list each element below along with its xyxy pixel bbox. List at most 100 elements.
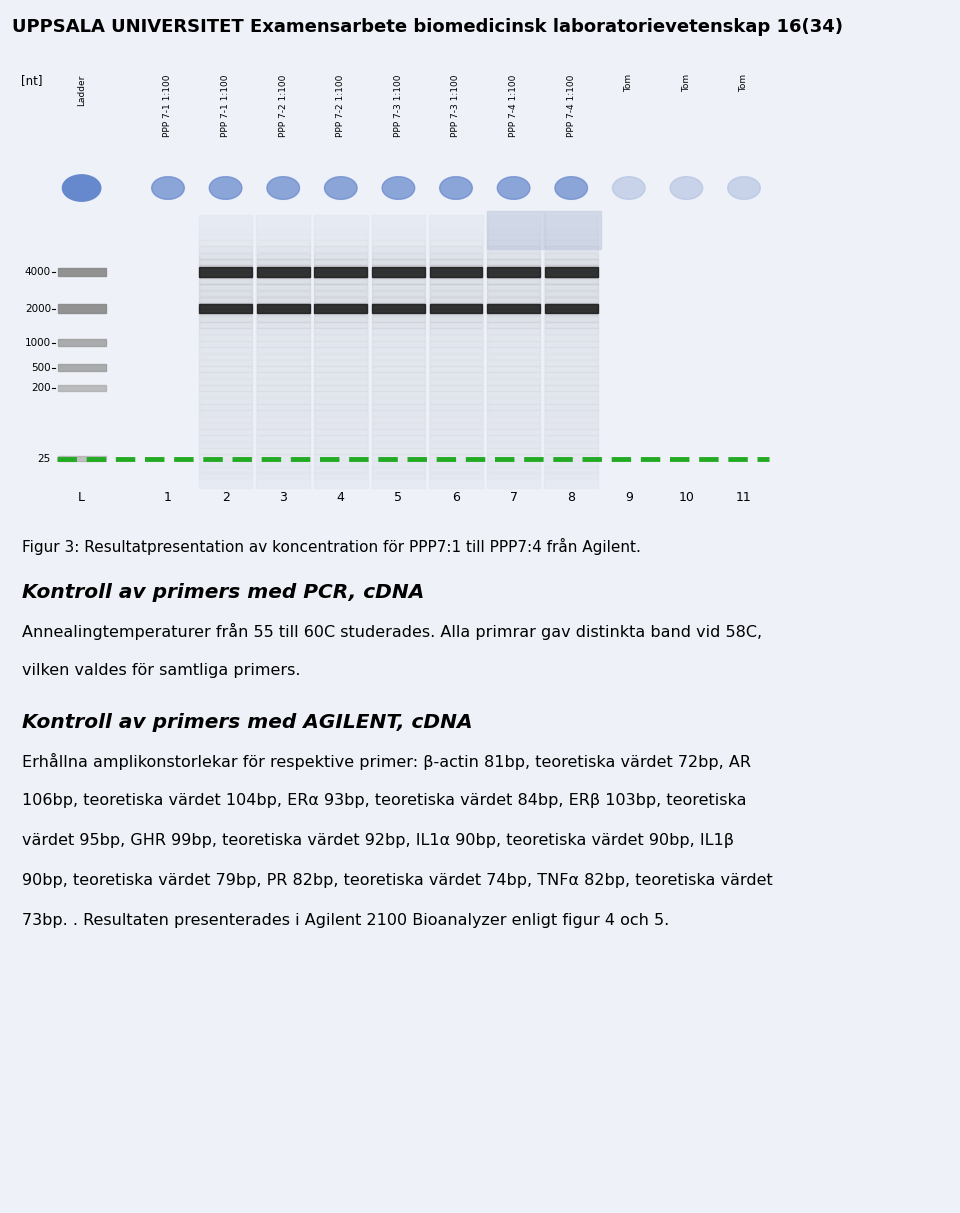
Bar	[372, 461, 424, 467]
Bar	[372, 429, 424, 435]
Bar	[372, 341, 424, 347]
Bar	[372, 246, 424, 252]
Text: L: L	[78, 491, 85, 503]
Text: värdet 95bp, GHR 99bp, teoretiska värdet 92bp, IL1α 90bp, teoretiska värdet 90bp: värdet 95bp, GHR 99bp, teoretiska värdet…	[22, 833, 734, 848]
Bar	[544, 467, 597, 473]
Bar	[544, 297, 597, 303]
Bar	[200, 272, 252, 278]
Text: Tom: Tom	[682, 74, 691, 92]
Bar	[488, 335, 540, 341]
Bar	[488, 398, 540, 404]
Text: 8: 8	[567, 491, 575, 503]
Bar	[544, 347, 597, 353]
Bar	[256, 303, 309, 309]
Bar	[372, 323, 424, 328]
Bar	[488, 211, 543, 250]
Bar	[200, 416, 252, 422]
Bar	[488, 360, 540, 366]
Text: Figur 3: Resultatpresentation av koncentration för PPP7:1 till PPP7:4 från Agile: Figur 3: Resultatpresentation av koncent…	[22, 537, 641, 554]
Bar	[544, 353, 597, 359]
Bar	[544, 429, 597, 435]
Bar	[200, 435, 252, 442]
Bar	[544, 448, 597, 454]
Bar	[200, 315, 252, 321]
Bar	[256, 341, 309, 347]
Bar	[256, 455, 309, 460]
Text: PPP 7-1 1:100: PPP 7-1 1:100	[163, 74, 173, 137]
Bar	[200, 372, 252, 378]
Bar	[488, 455, 540, 460]
Bar	[429, 297, 482, 303]
Bar	[544, 211, 601, 250]
Bar	[488, 442, 540, 448]
Bar	[372, 315, 424, 321]
Bar	[314, 429, 367, 435]
Bar	[488, 304, 540, 313]
Bar	[488, 240, 540, 246]
Bar	[200, 461, 252, 467]
Bar	[429, 435, 482, 442]
Bar	[488, 267, 540, 278]
Bar	[488, 372, 540, 378]
Bar	[488, 448, 540, 454]
Bar	[372, 228, 424, 233]
Text: UPPSALA UNIVERSITET Examensarbete biomedicinsk laboratorievetenskap 16(34): UPPSALA UNIVERSITET Examensarbete biomed…	[12, 18, 843, 35]
Bar	[58, 304, 106, 313]
Bar	[429, 309, 482, 315]
Bar	[256, 234, 309, 240]
Bar	[544, 304, 597, 313]
Bar	[372, 404, 424, 410]
Bar	[372, 335, 424, 341]
Bar	[429, 335, 482, 341]
Text: 90bp, teoretiska värdet 79bp, PR 82bp, teoretiska värdet 74bp, TNFα 82bp, teoret: 90bp, teoretiska värdet 79bp, PR 82bp, t…	[22, 873, 773, 888]
Bar	[488, 234, 540, 240]
Bar	[200, 410, 252, 416]
Bar	[544, 329, 597, 335]
Bar	[429, 291, 482, 296]
Bar	[200, 448, 252, 454]
Bar	[256, 429, 309, 435]
Bar	[429, 398, 482, 404]
Bar	[544, 246, 597, 252]
Bar	[314, 246, 367, 252]
Bar	[488, 291, 540, 296]
Ellipse shape	[62, 175, 101, 201]
Bar	[256, 378, 309, 385]
Bar	[544, 252, 597, 258]
Text: 9: 9	[625, 491, 633, 503]
Text: 10: 10	[679, 491, 694, 503]
Bar	[314, 278, 367, 284]
Bar	[429, 392, 482, 398]
Bar	[200, 284, 252, 290]
Bar	[488, 410, 540, 416]
Bar	[58, 386, 106, 391]
Bar	[314, 315, 367, 321]
Bar	[488, 353, 540, 359]
Bar	[544, 284, 597, 290]
Bar	[488, 246, 540, 252]
Bar	[256, 278, 309, 284]
Bar	[314, 398, 367, 404]
Bar	[200, 429, 252, 435]
Bar	[200, 341, 252, 347]
Bar	[256, 385, 309, 391]
Bar	[200, 323, 252, 328]
Bar	[314, 267, 367, 278]
Bar	[372, 297, 424, 303]
Bar	[58, 456, 106, 461]
Bar	[256, 461, 309, 467]
Bar	[488, 309, 540, 315]
Bar	[200, 329, 252, 335]
Bar	[372, 416, 424, 422]
Bar	[488, 392, 540, 398]
Bar	[488, 284, 540, 290]
Bar	[429, 378, 482, 385]
Bar	[544, 216, 598, 489]
Bar	[372, 291, 424, 296]
Text: 73bp. . Resultaten presenterades i Agilent 2100 Bioanalyzer enligt figur 4 och 5: 73bp. . Resultaten presenterades i Agile…	[22, 913, 669, 928]
Bar	[314, 455, 367, 460]
Bar	[256, 360, 309, 366]
Bar	[314, 435, 367, 442]
Bar	[314, 228, 367, 233]
Bar	[372, 260, 424, 264]
